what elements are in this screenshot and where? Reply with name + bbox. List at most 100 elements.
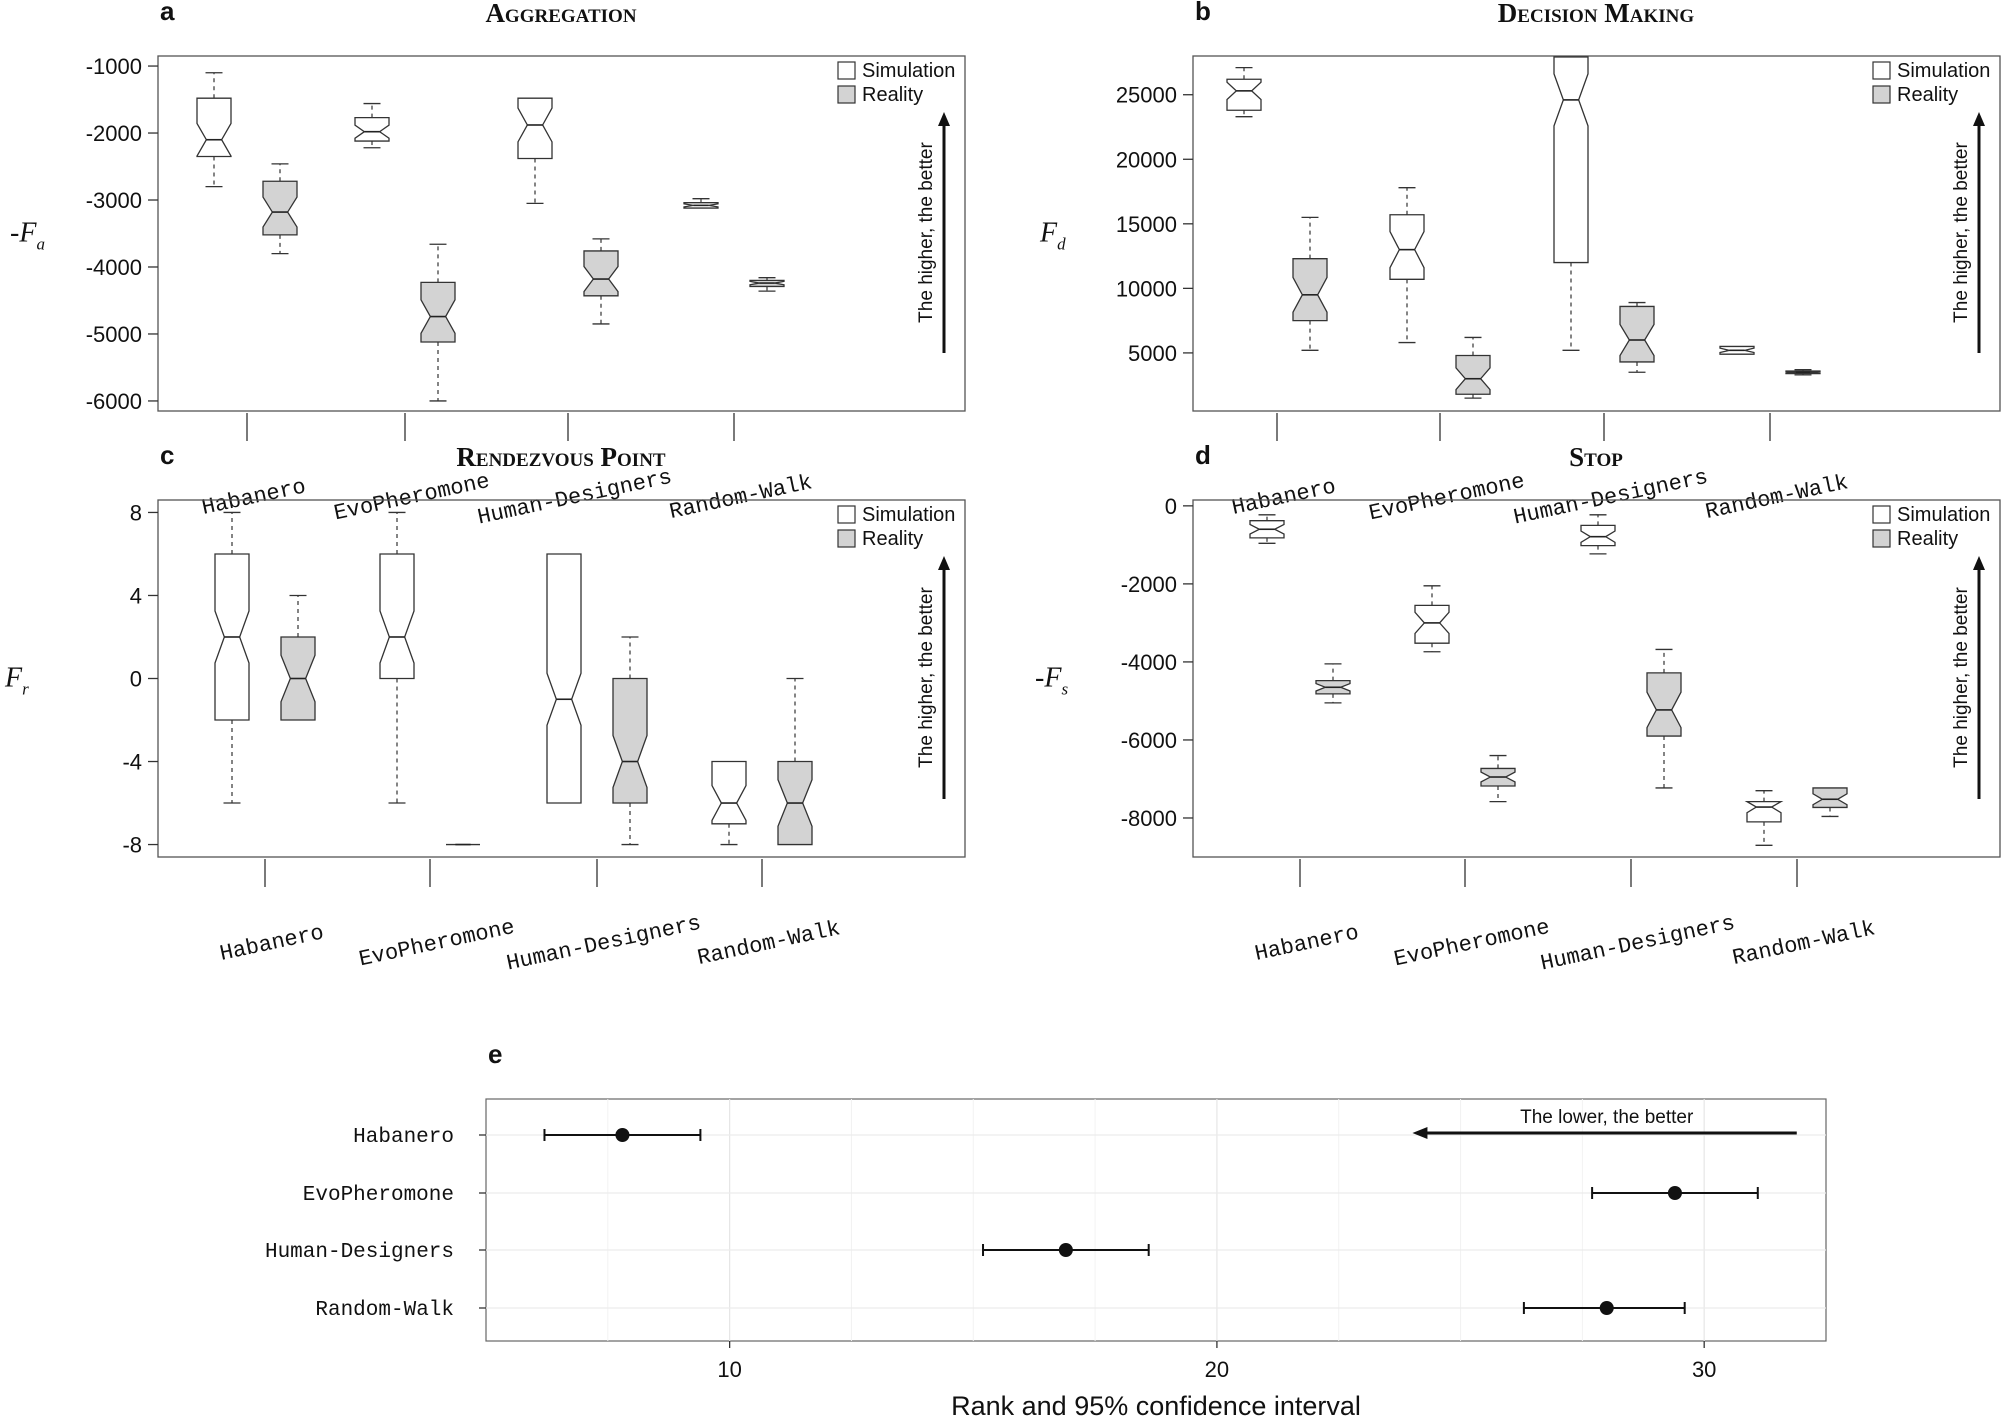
box-reality: [612, 636, 648, 846]
notched-box: [196, 97, 232, 158]
legend-swatch-reality: [837, 85, 856, 104]
x-axis-label: Rank and 95% confidence interval: [951, 1391, 1361, 1419]
panel-label: b: [1195, 0, 1211, 26]
y-axis-label-sub: a: [36, 235, 45, 254]
y-tick-label: -2000: [1121, 572, 1177, 597]
box-simulation: [214, 511, 250, 804]
x-category-label: Habanero: [218, 920, 327, 966]
rank-point: [1058, 1243, 1073, 1257]
better-arrow-head: [938, 556, 950, 570]
box-reality: [1292, 216, 1328, 351]
box-reality: [1480, 754, 1516, 803]
notched-box: [1646, 672, 1682, 737]
better-note: The higher, the better: [1951, 587, 1972, 768]
box-simulation: [711, 760, 747, 846]
x-category-label: Random-Walk: [667, 470, 814, 525]
better-note: The higher, the better: [1951, 142, 1972, 323]
plot-frame: [1192, 499, 2001, 858]
notched-box: [517, 97, 553, 160]
legend-swatch-reality: [1872, 529, 1891, 548]
x-tick-label: 20: [1205, 1357, 1229, 1382]
panel-label: a: [160, 0, 175, 26]
notched-box: [262, 180, 298, 236]
notched-box: [354, 116, 390, 142]
y-axis-label-main: F: [1039, 218, 1058, 249]
y-axis-label: -Fs: [1035, 663, 1068, 699]
x-category-label: Human-Designers: [1511, 465, 1710, 531]
panel-title: Stop: [1569, 442, 1623, 472]
legend-swatch-simulation: [837, 505, 856, 524]
x-category-label: EvoPheromone: [1367, 469, 1527, 526]
y-tick-label: -6000: [1121, 728, 1177, 753]
panel-title: Aggregation: [485, 0, 636, 28]
y-axis-label-main: F: [4, 663, 23, 694]
y-tick-label: 0: [1165, 494, 1177, 519]
panel-b: b Decision Making 5000 10000 15000 20000 25000…: [1039, 0, 2001, 531]
rank-point: [615, 1128, 630, 1142]
box-simulation: [379, 511, 415, 804]
better-arrow-head: [1412, 1127, 1428, 1139]
y-axis-label: -Fa: [10, 218, 45, 254]
box-simulation: [546, 553, 582, 804]
y-tick-label: 20000: [1116, 147, 1177, 172]
x-category-label: Random-Walk: [1730, 916, 1877, 971]
y-category-label: Human-Designers: [265, 1241, 454, 1264]
y-axis-label: Fr: [4, 663, 29, 699]
box-reality: [1315, 663, 1351, 704]
y-axis-label: Fd: [1039, 218, 1066, 254]
notched-box: [379, 553, 415, 680]
y-tick-label: 25000: [1116, 83, 1177, 108]
x-category-label: Habanero: [200, 474, 309, 520]
legend-label-reality: Reality: [1897, 528, 1958, 550]
notched-box: [583, 250, 619, 297]
y-axis-label-main: F: [1043, 663, 1062, 694]
better-note: The higher, the better: [916, 142, 937, 323]
y-axis-label-main: F: [18, 218, 37, 249]
box-simulation: [683, 198, 719, 209]
box-simulation: [354, 102, 390, 149]
y-tick-label: -5000: [86, 322, 142, 347]
y-category-label: Random-Walk: [315, 1299, 454, 1322]
y-axis-label-prefix: -: [10, 218, 19, 249]
x-category-label: EvoPheromone: [357, 915, 517, 972]
legend-swatch-reality: [1872, 85, 1891, 104]
box-simulation: [1744, 790, 1784, 846]
legend-label-simulation: Simulation: [1897, 60, 1990, 82]
rank-row: EvoPheromone: [303, 1184, 1759, 1207]
x-category-label: Human-Designers: [475, 465, 674, 531]
rank-row: Human-Designers: [265, 1241, 1150, 1264]
notched-box: [1414, 604, 1450, 644]
legend-label-reality: Reality: [862, 528, 923, 550]
y-tick-label: -8: [122, 833, 142, 858]
y-axis-label-sub: s: [1061, 680, 1068, 699]
box-simulation: [1249, 514, 1285, 544]
notched-box: [1226, 78, 1262, 111]
box-reality: [1785, 369, 1821, 376]
better-arrow-head: [1973, 112, 1985, 126]
y-category-label: Habanero: [353, 1126, 454, 1149]
panel-label: c: [160, 440, 174, 470]
box-simulation: [1580, 514, 1616, 555]
box-simulation: [1226, 66, 1262, 118]
y-tick-label: -8000: [1121, 806, 1177, 831]
better-arrow-head: [1973, 556, 1985, 570]
x-category-label: Human-Designers: [504, 911, 703, 977]
panel-e: e 10 20 30 Rank and 95% confidence interval T…: [265, 1039, 1827, 1419]
notched-box: [1580, 524, 1616, 547]
notched-box: [612, 677, 648, 804]
panel-title: Decision Making: [1498, 0, 1695, 28]
x-tick-label: 10: [717, 1357, 741, 1382]
plot-frame: [1192, 55, 2001, 412]
notched-box: [1389, 214, 1425, 280]
legend-label-reality: Reality: [862, 84, 923, 106]
legend-label-reality: Reality: [1897, 84, 1958, 106]
y-category-label: EvoPheromone: [303, 1184, 454, 1207]
legend-swatch-simulation: [1872, 505, 1891, 524]
box-reality: [1646, 648, 1682, 789]
y-tick-label: -4: [122, 750, 142, 775]
plot-frame: [485, 1098, 1827, 1342]
notched-box: [1553, 56, 1589, 264]
x-category-label: Habanero: [1253, 920, 1362, 966]
